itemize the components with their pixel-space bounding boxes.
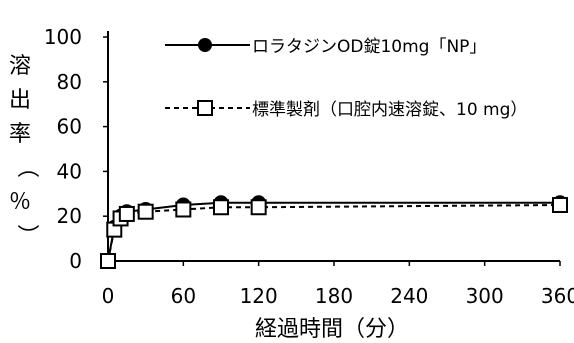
series-2-point <box>250 199 267 216</box>
series-2-point <box>118 205 135 222</box>
x-axis-ticks: 0 60 120 180 240 300 360 <box>102 261 574 308</box>
axes <box>107 31 560 262</box>
x-tick-label: 360 <box>541 284 574 308</box>
y-axis-label: 溶出率 （ ％ ） <box>9 54 39 246</box>
x-tick-label: 120 <box>240 284 278 308</box>
y-tick-label: 60 <box>57 115 82 139</box>
x-tick-label: 240 <box>390 284 428 308</box>
y-tick-label: 40 <box>57 159 82 183</box>
y-tick-label: 20 <box>57 204 82 228</box>
series-2-point <box>213 199 229 216</box>
x-tick-label: 300 <box>466 284 504 308</box>
y-axis-label-char: ％ <box>9 190 31 215</box>
legend: ロラタジンOD錠10mg「NP」標準製剤（口腔内速溶錠、10 mg） <box>165 37 527 120</box>
series-markers <box>100 195 568 269</box>
y-axis-label-char: 出 <box>9 88 31 113</box>
legend-label-1: ロラタジンOD錠10mg「NP」 <box>252 37 486 57</box>
y-axis-label-char: 率 <box>9 122 31 147</box>
legend-marker-2 <box>197 100 213 116</box>
x-tick-label: 0 <box>102 284 115 308</box>
x-axis-label: 経過時間（分） <box>255 317 409 342</box>
y-tick-label: 100 <box>44 25 82 49</box>
y-axis-label-char: （ <box>14 156 39 178</box>
series-2-point <box>175 201 192 218</box>
series-2-point <box>137 203 154 220</box>
y-tick-label: 0 <box>69 249 82 273</box>
series-2-point <box>100 253 116 269</box>
y-tick-label: 80 <box>57 70 82 94</box>
x-tick-label: 60 <box>171 284 196 308</box>
x-tick-label: 180 <box>315 284 353 308</box>
y-axis-ticks: 0 20 40 60 80 100 <box>44 25 108 273</box>
y-axis-label-char: 溶 <box>9 54 31 79</box>
legend-marker-1 <box>198 38 212 52</box>
legend-label-2: 標準製剤（口腔内速溶錠、10 mg） <box>252 100 527 120</box>
series-2-point <box>552 197 568 213</box>
y-axis-label-char: ） <box>14 224 39 246</box>
